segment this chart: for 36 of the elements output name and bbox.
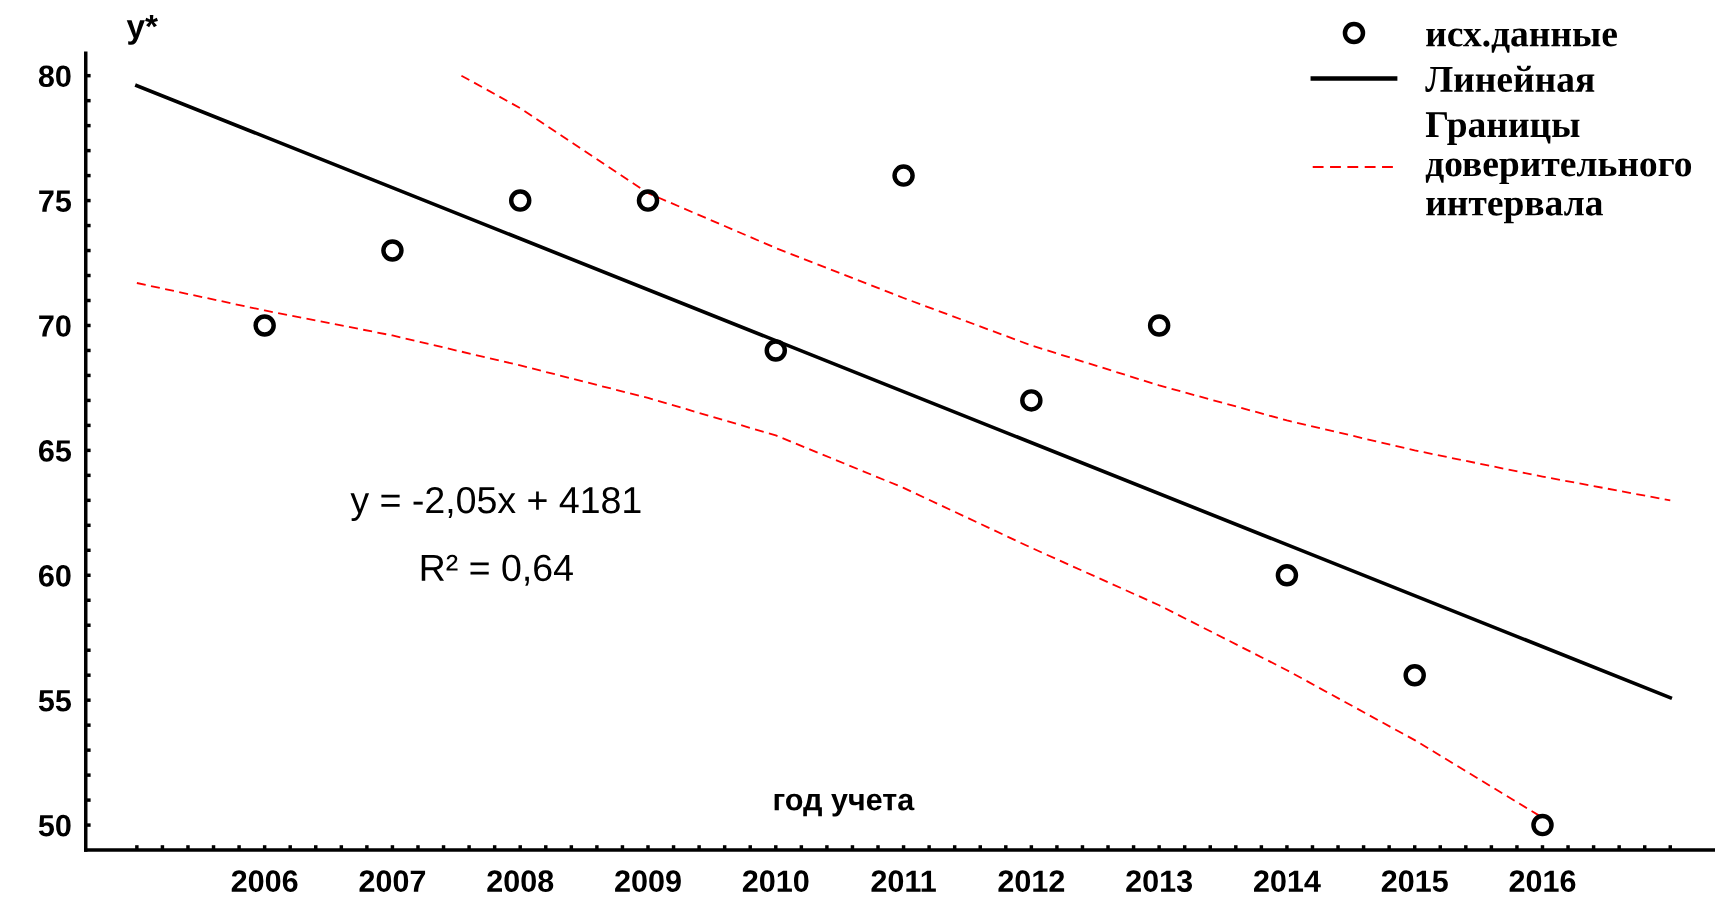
legend-label: Линейная bbox=[1425, 65, 1595, 93]
x-tick-label: 2006 bbox=[231, 870, 298, 892]
x-tick-label: 2009 bbox=[615, 870, 681, 892]
legend-label: исх.данные bbox=[1426, 28, 1617, 53]
point bbox=[1403, 663, 1426, 687]
legend-label: Границы доверительного интервала bbox=[1425, 112, 1692, 224]
x-tick-label: 2015 bbox=[1381, 870, 1448, 892]
annotation: y = -2,05x + 4181 bbox=[350, 486, 641, 521]
y-tick-label: 50 bbox=[38, 814, 71, 837]
y-axis-title: y* bbox=[126, 14, 158, 45]
y-tick-label: 70 bbox=[39, 315, 71, 337]
x-tick-label: 2010 bbox=[742, 870, 809, 892]
point bbox=[381, 239, 404, 262]
x-tick-label: 2011 bbox=[871, 870, 936, 892]
x-tick-label: 2008 bbox=[487, 870, 554, 892]
point bbox=[636, 189, 660, 212]
annotation: R² = 0,64 bbox=[421, 554, 573, 586]
x-tick-label: 2007 bbox=[359, 870, 426, 892]
x-tick-label: 2013 bbox=[1126, 870, 1193, 892]
x-tick-label: 2016 bbox=[1509, 870, 1576, 892]
point bbox=[1020, 389, 1043, 412]
x-axis-title: год учета bbox=[774, 793, 915, 817]
y-tick-label: 75 bbox=[39, 190, 72, 212]
y-tick-label: 55 bbox=[38, 690, 72, 712]
point bbox=[892, 164, 915, 187]
x-tick-label: 2014 bbox=[1254, 870, 1321, 892]
point bbox=[1275, 564, 1299, 587]
point bbox=[764, 339, 788, 362]
y-tick-label: 60 bbox=[38, 565, 71, 587]
point bbox=[1531, 813, 1554, 837]
point bbox=[253, 314, 276, 337]
x-tick-label: 2012 bbox=[998, 870, 1065, 892]
point bbox=[1147, 314, 1171, 337]
point bbox=[508, 189, 532, 212]
y-tick-label: 80 bbox=[38, 65, 71, 88]
y-tick-label: 65 bbox=[38, 440, 72, 462]
